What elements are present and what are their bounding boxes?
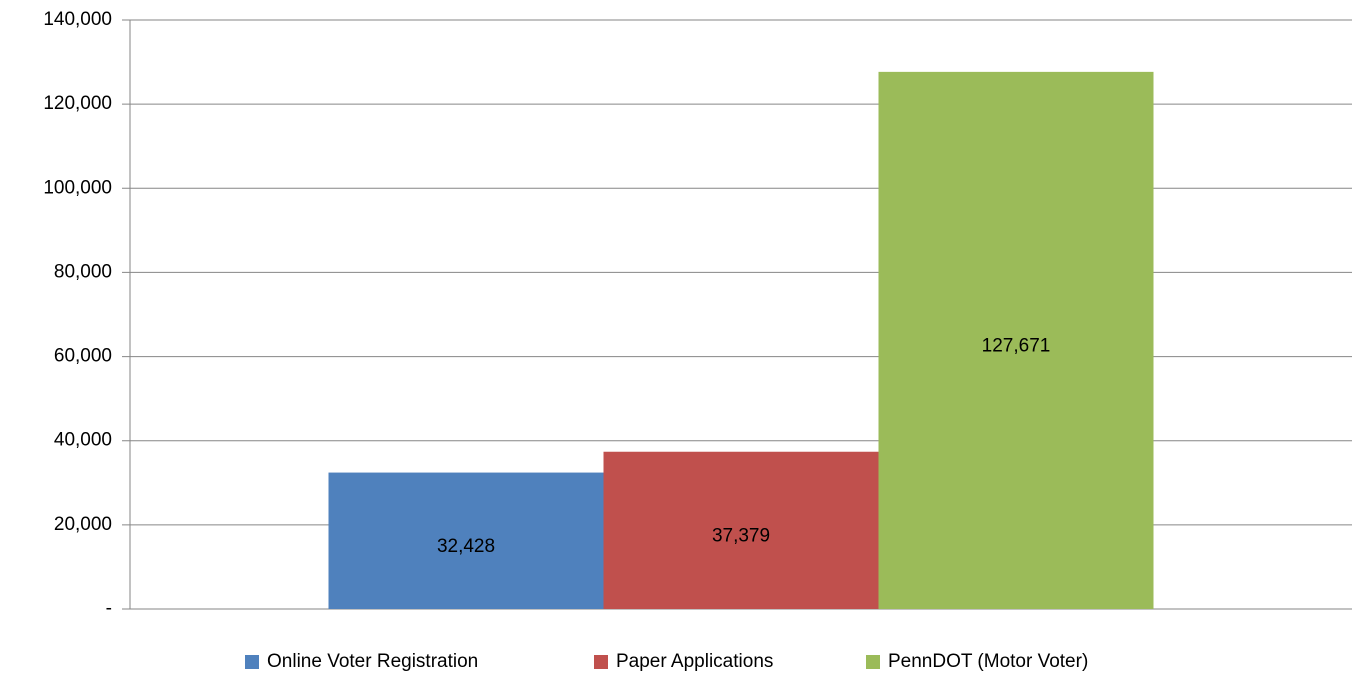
legend-label: Paper Applications [616,651,773,672]
legend-label: PennDOT (Motor Voter) [888,651,1088,672]
legend-label: Online Voter Registration [267,651,478,672]
y-tick-label: 40,000 [54,430,112,451]
legend-swatch [866,655,880,669]
y-tick-label: 80,000 [54,261,112,282]
y-tick-label: - [106,598,112,619]
y-tick-label: 140,000 [43,9,112,30]
bar [878,71,1154,609]
y-tick-label: 100,000 [43,177,112,198]
bar [603,451,879,609]
legend-swatch [594,655,608,669]
y-tick-label: 60,000 [54,346,112,367]
y-tick-label: 20,000 [54,514,112,535]
data-label: 32,428 [437,536,495,557]
bar [328,472,604,609]
data-label: 127,671 [982,335,1051,356]
legend-swatch [245,655,259,669]
data-label: 37,379 [712,525,770,546]
y-tick-label: 120,000 [43,93,112,114]
